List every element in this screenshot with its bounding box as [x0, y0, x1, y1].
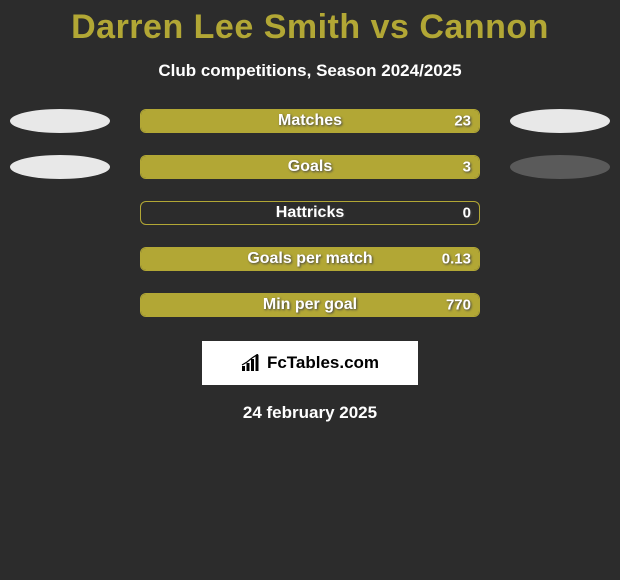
stat-row-hattricks: Hattricks 0 — [0, 201, 620, 225]
stat-row-matches: Matches 23 — [0, 109, 620, 133]
stat-row-goals-per-match: Goals per match 0.13 — [0, 247, 620, 271]
bar-area: Matches 23 — [140, 109, 480, 133]
brand-box: FcTables.com — [202, 341, 418, 385]
right-lozenge — [510, 109, 610, 133]
stat-rows: Matches 23 Goals 3 Hattricks 0 — [0, 109, 620, 317]
right-lozenge — [510, 155, 610, 179]
stat-value-right: 3 — [463, 159, 471, 176]
bar-chart-icon — [241, 354, 261, 372]
page-title: Darren Lee Smith vs Cannon — [71, 8, 549, 47]
stat-value-right: 770 — [446, 297, 471, 314]
left-lozenge — [10, 155, 110, 179]
page-subtitle: Club competitions, Season 2024/2025 — [158, 61, 461, 81]
stat-value-right: 23 — [454, 113, 471, 130]
stat-label: Hattricks — [276, 204, 344, 222]
bar-area: Min per goal 770 — [140, 293, 480, 317]
bar-area: Goals per match 0.13 — [140, 247, 480, 271]
comparison-infographic: Darren Lee Smith vs Cannon Club competit… — [0, 0, 620, 423]
stat-row-min-per-goal: Min per goal 770 — [0, 293, 620, 317]
stat-label: Matches — [278, 112, 342, 130]
brand-text: FcTables.com — [267, 353, 379, 373]
bar-area: Hattricks 0 — [140, 201, 480, 225]
stat-value-right: 0.13 — [442, 251, 471, 268]
bar-area: Goals 3 — [140, 155, 480, 179]
stat-label: Min per goal — [263, 296, 357, 314]
stat-label: Goals per match — [247, 250, 372, 268]
stat-value-right: 0 — [463, 205, 471, 222]
left-lozenge — [10, 109, 110, 133]
date-line: 24 february 2025 — [243, 403, 377, 423]
stat-row-goals: Goals 3 — [0, 155, 620, 179]
stat-label: Goals — [288, 158, 332, 176]
